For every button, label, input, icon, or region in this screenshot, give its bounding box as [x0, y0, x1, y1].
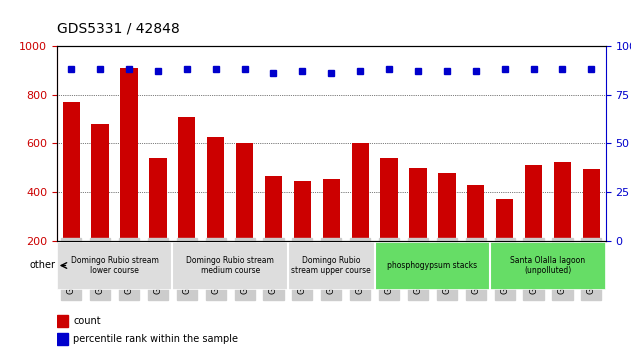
Bar [178, 116, 196, 241]
Bar [57, 315, 68, 327]
Bar [351, 143, 369, 241]
Bar [410, 168, 427, 241]
Bar [121, 68, 138, 241]
Bar [236, 143, 253, 241]
Bar [293, 181, 311, 241]
Bar [265, 176, 282, 241]
Bar [57, 333, 68, 345]
Text: Domingo Rubio
stream upper course: Domingo Rubio stream upper course [292, 256, 371, 275]
Bar [150, 158, 167, 241]
FancyBboxPatch shape [57, 242, 172, 289]
Text: count: count [73, 316, 101, 326]
Bar [582, 169, 600, 241]
Text: Domingo Rubio stream
medium course: Domingo Rubio stream medium course [186, 256, 274, 275]
Bar [467, 185, 485, 241]
Text: GDS5331 / 42848: GDS5331 / 42848 [57, 21, 180, 35]
Text: percentile rank within the sample: percentile rank within the sample [73, 334, 239, 344]
FancyBboxPatch shape [375, 242, 490, 289]
FancyBboxPatch shape [288, 242, 374, 289]
Bar [207, 137, 225, 241]
Bar [554, 162, 571, 241]
Bar [496, 199, 513, 241]
FancyBboxPatch shape [490, 242, 605, 289]
Bar [438, 172, 456, 241]
FancyBboxPatch shape [172, 242, 287, 289]
Bar [525, 165, 542, 241]
Bar [62, 102, 80, 241]
Text: phosphogypsum stacks: phosphogypsum stacks [387, 261, 478, 270]
Text: Santa Olalla lagoon
(unpolluted): Santa Olalla lagoon (unpolluted) [510, 256, 586, 275]
Bar [91, 124, 109, 241]
Text: Domingo Rubio stream
lower course: Domingo Rubio stream lower course [71, 256, 158, 275]
Text: other: other [30, 261, 56, 270]
Bar [322, 179, 340, 241]
Bar [380, 158, 398, 241]
